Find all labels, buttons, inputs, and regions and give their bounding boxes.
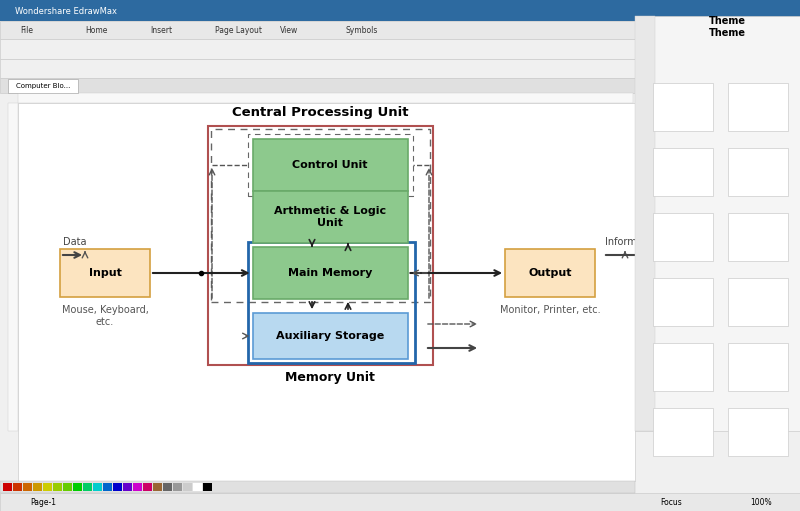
Text: Arthmetic & Logic
Unit: Arthmetic & Logic Unit: [274, 206, 386, 228]
Text: Focus: Focus: [660, 498, 682, 506]
Text: Mouse, Keyboard,
etc.: Mouse, Keyboard, etc.: [62, 305, 149, 327]
Text: Auxiliary Storage: Auxiliary Storage: [276, 331, 384, 341]
Bar: [635, 16, 800, 431]
Text: 100%: 100%: [750, 498, 772, 506]
Bar: [0, 481, 635, 493]
Text: Symbols: Symbols: [345, 26, 378, 35]
Text: Main Memory: Main Memory: [288, 268, 372, 278]
Bar: [728, 213, 788, 261]
Bar: [653, 343, 713, 391]
Text: Monitor, Printer, etc.: Monitor, Printer, etc.: [500, 305, 600, 315]
Bar: [43, 483, 52, 491]
Bar: [0, 59, 800, 78]
Text: Input: Input: [89, 268, 122, 278]
Bar: [8, 79, 78, 93]
Bar: [103, 483, 112, 491]
Text: Wondershare EdrawMax: Wondershare EdrawMax: [15, 7, 117, 15]
Bar: [505, 249, 595, 297]
Text: Central Processing Unit: Central Processing Unit: [232, 106, 409, 119]
Bar: [3, 483, 12, 491]
Bar: [183, 483, 192, 491]
Bar: [173, 483, 182, 491]
Bar: [93, 483, 102, 491]
Text: Computer Blo...: Computer Blo...: [16, 83, 70, 89]
Bar: [247, 134, 413, 196]
Bar: [153, 483, 162, 491]
Bar: [13, 483, 22, 491]
Bar: [63, 483, 72, 491]
Bar: [143, 483, 152, 491]
Bar: [728, 343, 788, 391]
Bar: [653, 278, 713, 326]
Text: Control Unit: Control Unit: [292, 160, 368, 170]
Bar: [728, 278, 788, 326]
Bar: [0, 493, 800, 511]
Bar: [728, 408, 788, 456]
Text: Memory Unit: Memory Unit: [285, 371, 375, 384]
Bar: [653, 83, 713, 131]
Bar: [635, 16, 655, 431]
Text: Data: Data: [63, 237, 86, 247]
Bar: [163, 483, 172, 491]
Bar: [253, 313, 407, 359]
Bar: [653, 213, 713, 261]
Text: File: File: [20, 26, 33, 35]
Bar: [0, 39, 800, 59]
Text: Insert: Insert: [150, 26, 172, 35]
Text: Theme: Theme: [709, 28, 746, 38]
Text: Page Layout: Page Layout: [215, 26, 262, 35]
Bar: [728, 148, 788, 196]
Bar: [728, 83, 788, 131]
Bar: [253, 191, 407, 243]
Text: Home: Home: [85, 26, 107, 35]
Bar: [0, 78, 800, 93]
Bar: [211, 129, 430, 302]
Text: Information: Information: [605, 237, 662, 247]
Bar: [0, 21, 800, 39]
Bar: [208, 126, 433, 365]
Text: Output: Output: [528, 268, 572, 278]
Bar: [193, 483, 202, 491]
Bar: [0, 0, 800, 21]
Bar: [18, 93, 633, 103]
Bar: [53, 483, 62, 491]
Bar: [133, 483, 142, 491]
Bar: [248, 242, 415, 363]
Bar: [18, 103, 635, 481]
Bar: [83, 483, 92, 491]
Bar: [253, 139, 407, 191]
Bar: [113, 483, 122, 491]
Bar: [60, 249, 150, 297]
Bar: [123, 483, 132, 491]
Text: View: View: [280, 26, 298, 35]
Bar: [33, 483, 42, 491]
Bar: [8, 103, 18, 431]
Text: Page-1: Page-1: [30, 498, 56, 506]
Bar: [203, 483, 212, 491]
Bar: [73, 483, 82, 491]
Bar: [253, 247, 407, 299]
Text: Theme: Theme: [709, 16, 746, 26]
Bar: [653, 148, 713, 196]
Bar: [653, 408, 713, 456]
Bar: [23, 483, 32, 491]
